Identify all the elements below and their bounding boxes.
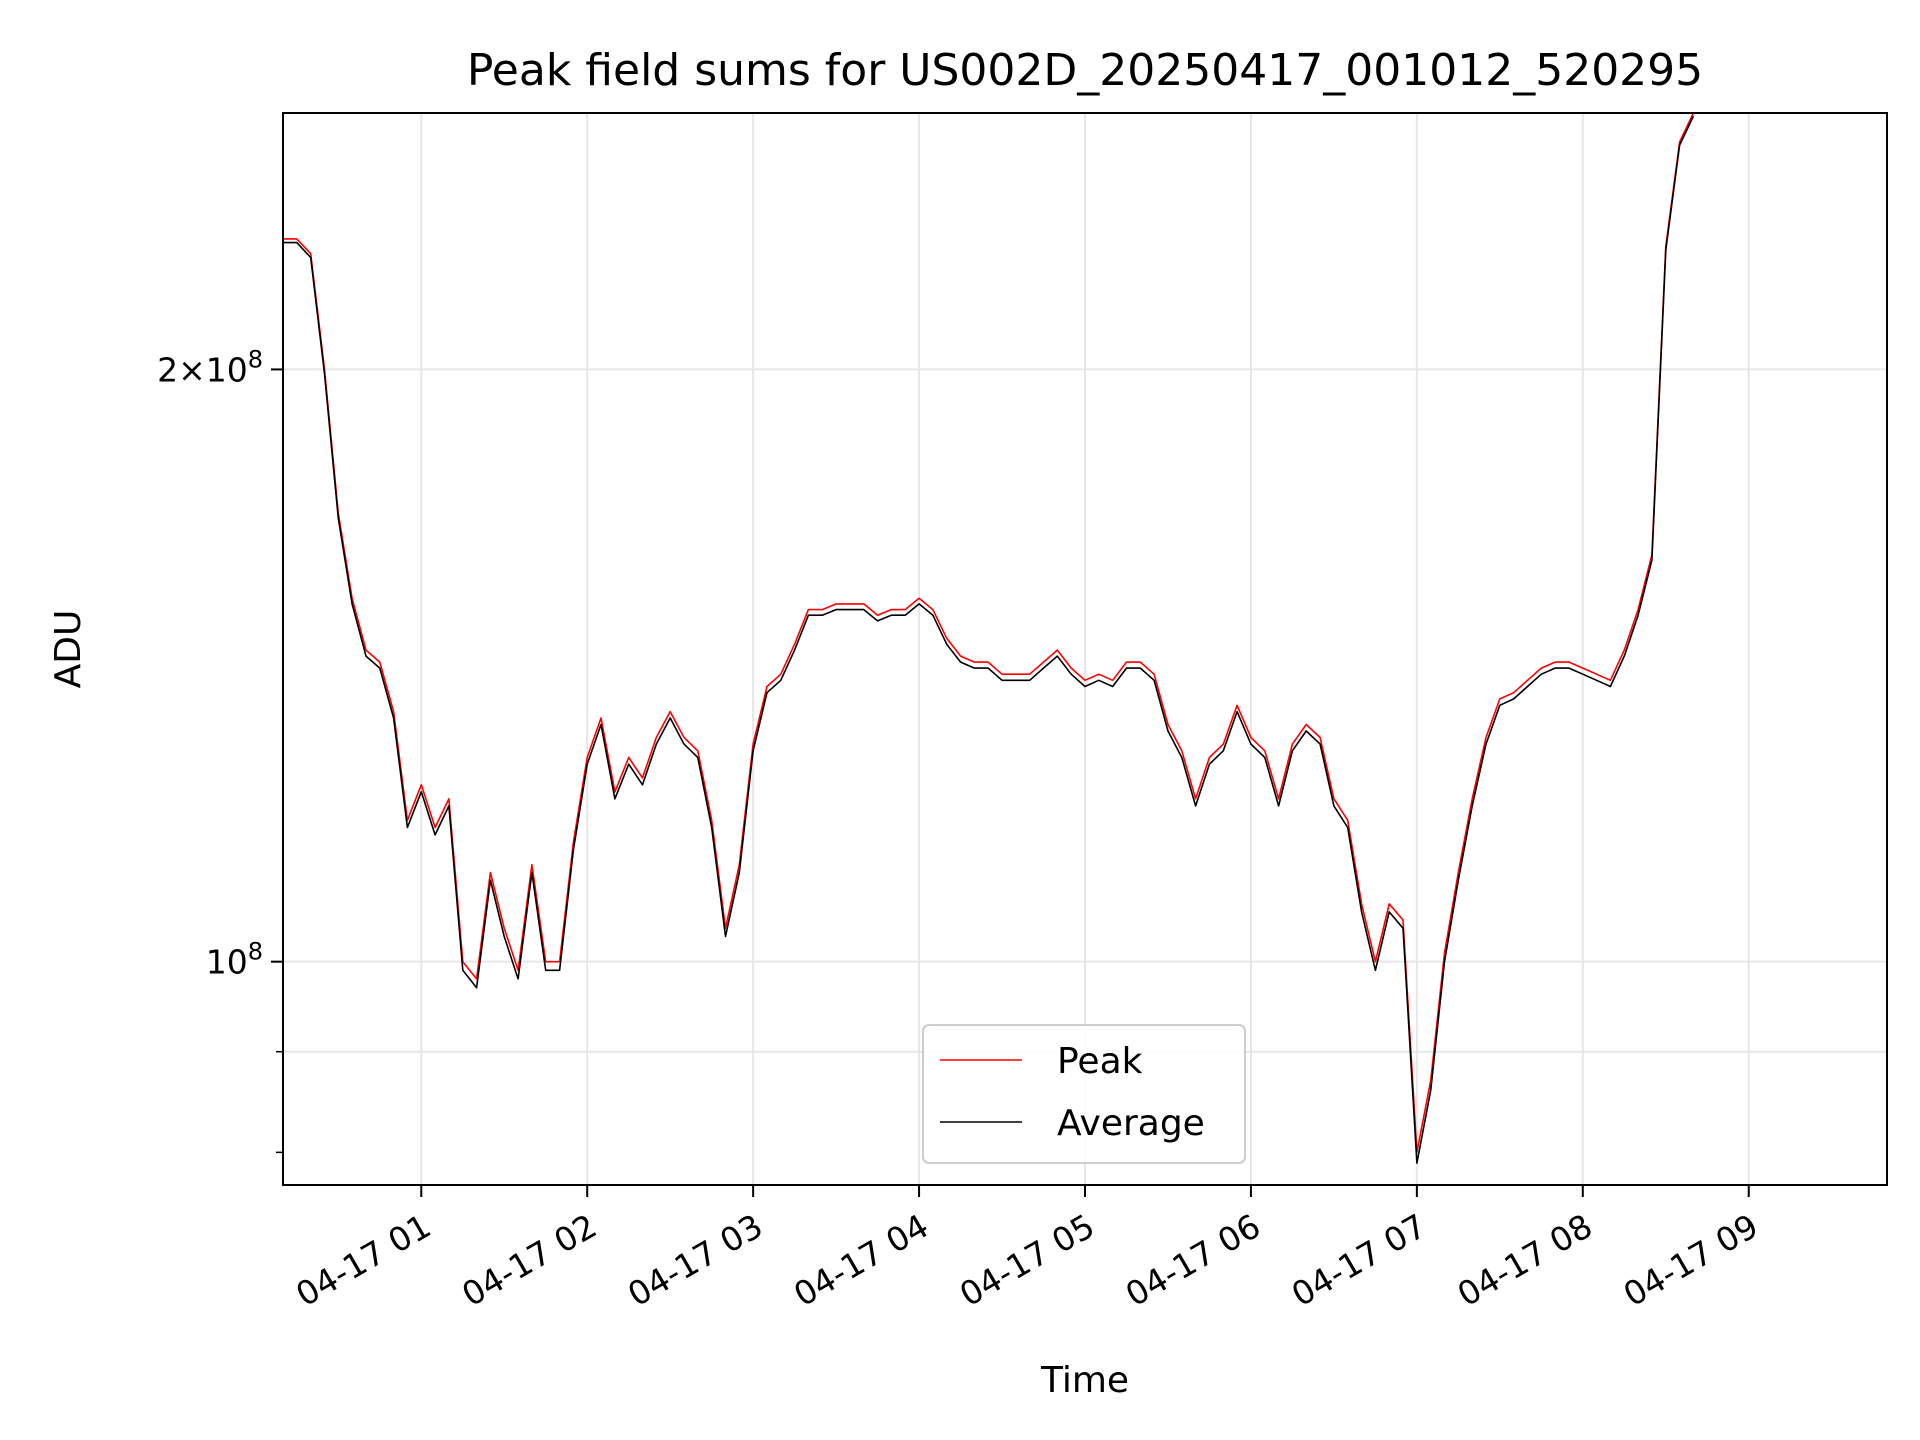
series-layer xyxy=(283,112,1695,1164)
x-tick-label: 04-17 05 xyxy=(953,1206,1101,1314)
x-tick-label: 04-17 01 xyxy=(289,1206,437,1314)
legend: Peak Average xyxy=(922,1024,1246,1164)
series-line-average xyxy=(283,115,1695,1164)
y-tick-times: × xyxy=(178,350,206,389)
y-tick-base: 10 xyxy=(206,350,248,389)
y-tick-label: 2×108 xyxy=(157,345,263,389)
x-tick-label: 04-17 08 xyxy=(1451,1206,1599,1314)
y-tick-exponent: 8 xyxy=(248,938,263,966)
x-tick-label: 04-17 03 xyxy=(621,1206,769,1314)
legend-label-peak: Peak xyxy=(1057,1041,1143,1082)
y-axis-label: ADU xyxy=(48,610,89,689)
x-axis-label: Time xyxy=(1040,1360,1129,1401)
y-tick-label: 108 xyxy=(206,938,263,982)
x-tick-label: 04-17 02 xyxy=(455,1206,603,1314)
legend-label-average: Average xyxy=(1057,1103,1205,1144)
x-tick-label: 04-17 07 xyxy=(1285,1206,1433,1314)
x-ticks: 04-17 01 04-17 02 04-17 03 04-17 04 04-17 05… xyxy=(289,1185,1765,1314)
chart-title: Peak field sums for US002D_20250417_0010… xyxy=(467,45,1703,96)
x-tick-label: 04-17 09 xyxy=(1617,1206,1765,1314)
x-tick-label: 04-17 06 xyxy=(1119,1206,1267,1314)
y-tick-mantissa: 2 xyxy=(157,350,178,389)
grid-lines xyxy=(283,113,1887,1185)
x-tick-label: 04-17 04 xyxy=(787,1206,935,1314)
series-line-peak xyxy=(283,112,1695,1154)
y-tick-exponent: 8 xyxy=(248,345,263,373)
y-tick-base: 10 xyxy=(206,943,248,982)
